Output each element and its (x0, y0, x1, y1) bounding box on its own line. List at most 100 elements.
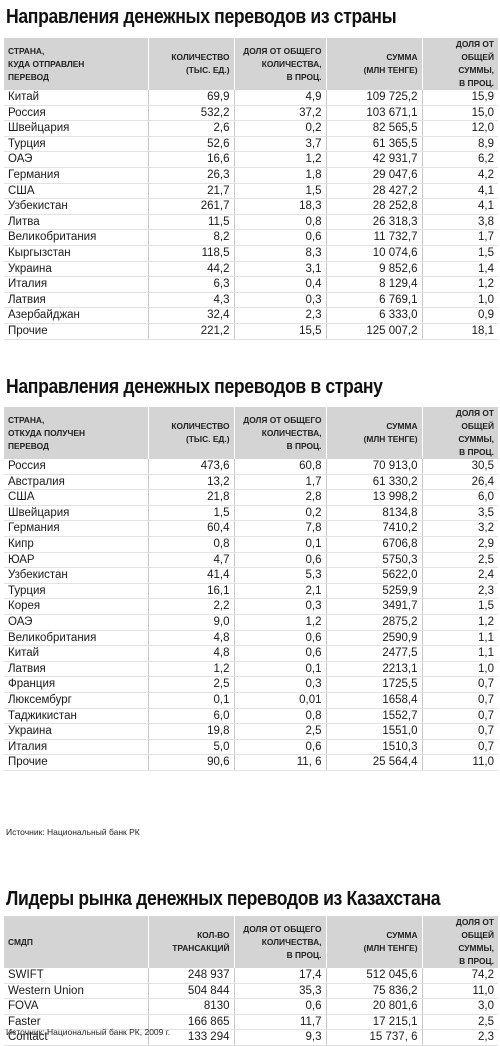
column-header: ДОЛЯ ОТ ОБЩЕЙ СУММЫ, В ПРОЦ. (455, 917, 494, 966)
row-label: Германия (4, 167, 149, 184)
table-cell: 61 330,2 (326, 474, 423, 491)
table-row: Латвия 4,3 0,3 6 769,1 1,0 (4, 292, 498, 309)
table-cell: 125 007,2 (326, 323, 423, 340)
row-label: ОАЭ (4, 151, 149, 168)
table-cell: 8 129,4 (326, 276, 423, 293)
table-row: ОАЭ 16,6 1,2 42 931,7 6,2 (4, 151, 498, 168)
table-row: США 21,7 1,5 28 427,2 4,1 (4, 183, 498, 200)
column-header: СУММА (МЛН ТЕНГЕ) (326, 916, 423, 968)
row-label: SWIFT (4, 968, 149, 984)
table-row: ОАЭ 9,0 1,2 2875,2 1,2 (4, 614, 498, 631)
table-cell: 0,7 (422, 708, 498, 725)
table-row: Великобритания 8,2 0,6 11 732,7 1,7 (4, 229, 498, 246)
table-cell: 2,2 (148, 598, 235, 615)
table-cell: 221,2 (148, 323, 235, 340)
table-cell: 9 852,6 (326, 261, 423, 278)
table-cell: 5,0 (148, 739, 235, 756)
table-cell: 16,1 (148, 583, 235, 600)
row-label: Россия (4, 105, 149, 122)
table-cell: 2,6 (148, 120, 235, 137)
table-cell: 0,6 (234, 630, 327, 647)
column-header: ДОЛЯ ОТ ОБЩЕЙ СУММЫ, В ПРОЦ. (455, 408, 494, 457)
table-cell: 15 737, 6 (326, 1029, 423, 1046)
table-cell: 11,0 (422, 754, 498, 771)
table-row: Кыргызстан 118,5 8,3 10 074,6 1,5 (4, 245, 498, 262)
table-cell: 8130 (148, 998, 235, 1015)
table-cell: 29 047,6 (326, 167, 423, 184)
table-cell: 44,2 (148, 261, 235, 278)
row-label: Германия (4, 520, 149, 537)
table-row: Италия 6,3 0,4 8 129,4 1,2 (4, 276, 498, 293)
table-cell: 2,8 (234, 489, 327, 506)
column-header: КОЛИЧЕСТВО (ТЫС. ЕД.) (148, 38, 235, 90)
table-cell: 4,1 (422, 183, 498, 200)
table-cell: 0,3 (234, 598, 327, 615)
table-row: Турция 16,1 2,1 5259,9 2,3 (4, 583, 498, 600)
table-cell: 0,7 (422, 739, 498, 756)
table-cell: 5,3 (234, 567, 327, 584)
table-cell: 19,8 (148, 723, 235, 740)
table-cell: 1,7 (234, 474, 327, 491)
table-cell: 20 801,6 (326, 998, 423, 1015)
column-header: СТРАНА, КУДА ОТПРАВЛЕН ПЕРЕВОД (4, 38, 149, 90)
table-cell: 4,1 (422, 198, 498, 215)
table-row: Россия 473,6 60,8 70 913,0 30,5 (4, 459, 498, 475)
table-row: Франция 2,5 0,3 1725,5 0,7 (4, 676, 498, 693)
table-cell: 9,0 (148, 614, 235, 631)
row-label: Турция (4, 136, 149, 153)
table-cell: 0,4 (234, 276, 327, 293)
table-cell: 11,5 (148, 214, 235, 231)
table-cell: 118,5 (148, 245, 235, 262)
table-cell: 0,2 (234, 120, 327, 137)
table-header-row: СМДП КОЛ-ВО ТРАНСАКЦИЙ ДОЛЯ ОТ ОБЩЕГО КОЛИ… (4, 916, 498, 968)
table-cell: 26,4 (422, 474, 498, 491)
table-cell: 2,5 (234, 723, 327, 740)
table-cell: 3,2 (422, 520, 498, 537)
table-cell: 16,6 (148, 151, 235, 168)
column-header: СТРАНА, ОТКУДА ПОЛУЧЕН ПЕРЕВОД (4, 407, 149, 459)
row-label: Латвия (4, 661, 149, 678)
table-cell: 4,8 (148, 630, 235, 647)
table-cell: 109 725,2 (326, 90, 423, 106)
source-note: Источник: Национальный банк РК (6, 827, 140, 837)
table-cell: 25 564,4 (326, 754, 423, 771)
row-label: Прочие (4, 754, 149, 771)
table-row: Люксембург 0,1 0,01 1658,4 0,7 (4, 692, 498, 709)
table-cell: 1,5 (148, 505, 235, 522)
table-cell: 1,5 (422, 245, 498, 262)
table-row: Литва 11,5 0,8 26 318,3 3,8 (4, 214, 498, 231)
table-cell: 4,3 (148, 292, 235, 309)
table-cell: 3,8 (422, 214, 498, 231)
column-header: ДОЛЯ ОТ ОБЩЕГО КОЛИЧЕСТВА, В ПРОЦ. (234, 916, 327, 968)
table-header-row: СТРАНА, ОТКУДА ПОЛУЧЕН ПЕРЕВОД КОЛИЧЕСТВО… (4, 407, 498, 459)
row-label: Faster (4, 1014, 149, 1031)
table-cell: 6,0 (422, 489, 498, 506)
table-cell: 5622,0 (326, 567, 423, 584)
row-label: Корея (4, 598, 149, 615)
table-cell: 1,2 (422, 276, 498, 293)
table-cell: 61 365,5 (326, 136, 423, 153)
table-cell: 2,3 (422, 583, 498, 600)
table-cell: 0,8 (234, 214, 327, 231)
table-cell: 8,2 (148, 229, 235, 246)
row-label: Швейцария (4, 505, 149, 522)
table-header-row: СТРАНА, КУДА ОТПРАВЛЕН ПЕРЕВОД КОЛИЧЕСТВО… (4, 38, 498, 90)
table-cell: 3491,7 (326, 598, 423, 615)
row-label: Люксембург (4, 692, 149, 709)
row-label: Великобритания (4, 630, 149, 647)
table-cell: 0,6 (234, 229, 327, 246)
table-cell: 1,1 (422, 645, 498, 662)
column-header: КОЛИЧЕСТВО (ТЫС. ЕД.) (148, 407, 235, 459)
table-cell: 1,2 (234, 614, 327, 631)
table-cell: 18,1 (422, 323, 498, 340)
table-cell: 1,5 (422, 598, 498, 615)
table-cell: 0,2 (234, 505, 327, 522)
table-cell: 2875,2 (326, 614, 423, 631)
table-row: Швейцария 1,5 0,2 8134,8 3,5 (4, 505, 498, 522)
table-cell: 3,5 (422, 505, 498, 522)
row-label: Италия (4, 276, 149, 293)
column-header: СУММА (МЛН ТЕНГЕ) (326, 407, 423, 459)
row-label: США (4, 183, 149, 200)
table-cell: 0,8 (234, 708, 327, 725)
